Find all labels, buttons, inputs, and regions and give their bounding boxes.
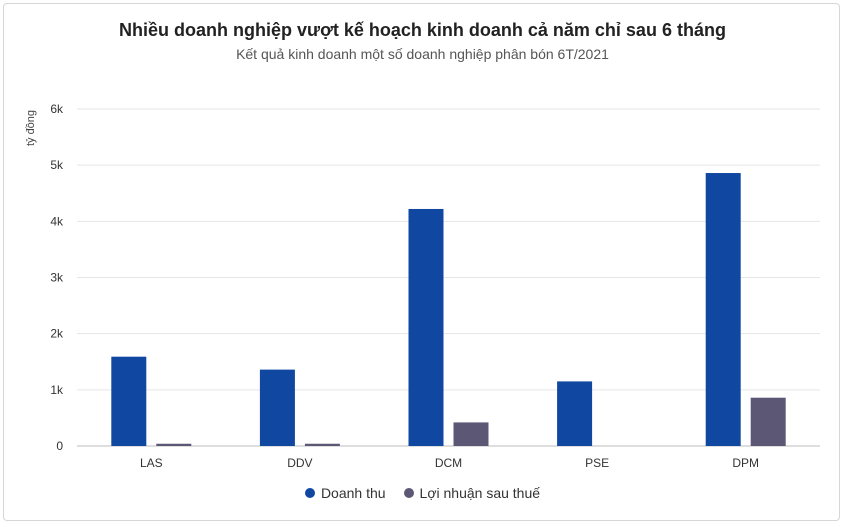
legend-swatch-revenue	[304, 488, 315, 498]
y-tick-label: 5k	[50, 158, 64, 172]
legend-item-revenue[interactable]: Doanh thu	[304, 485, 386, 501]
y-tick-label: 0	[56, 439, 63, 453]
legend-item-profit[interactable]: Lợi nhuận sau thuế	[403, 485, 541, 501]
bar-revenue-ddv	[259, 369, 295, 446]
y-tick-label: 2k	[50, 327, 64, 341]
chart-subtitle: Kết quả kinh doanh một số doanh nghiệp p…	[236, 46, 609, 62]
legend-label-profit: Lợi nhuận sau thuế	[419, 485, 541, 501]
x-tick-label: PSE	[585, 456, 609, 470]
x-tick-label: LAS	[140, 456, 163, 470]
bar-revenue-dcm	[408, 208, 444, 446]
bar-profit-ddv	[304, 443, 340, 446]
y-tick-label: 6k	[50, 102, 64, 116]
bar-profit-dcm	[453, 422, 489, 446]
legend-label-revenue: Doanh thu	[320, 485, 386, 501]
y-tick-label: 1k	[50, 383, 64, 397]
bar-revenue-pse	[557, 381, 593, 446]
chart-title: Nhiều doanh nghiệp vượt kế hoạch kinh do…	[119, 20, 726, 40]
bar-revenue-las	[111, 356, 147, 446]
y-tick-label: 3k	[50, 271, 64, 285]
legend: Doanh thu Lợi nhuận sau thuế	[0, 485, 845, 501]
bar-profit-las	[156, 443, 192, 446]
bar-profit-dpm	[750, 397, 786, 446]
x-tick-label: DPM	[732, 456, 759, 470]
y-axis-label: tỷ đồng	[25, 110, 37, 146]
x-tick-label: DCM	[435, 456, 462, 470]
y-tick-label: 4k	[50, 214, 64, 228]
x-tick-label: DDV	[287, 456, 312, 470]
bar-revenue-dpm	[705, 173, 741, 446]
legend-swatch-profit	[403, 488, 414, 498]
